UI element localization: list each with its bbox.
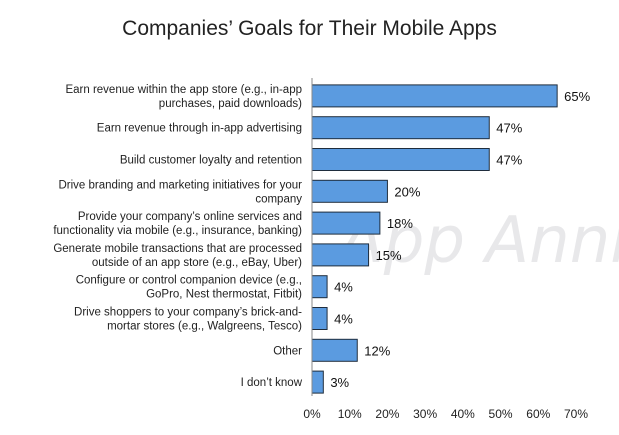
value-label: 47% <box>496 153 522 168</box>
x-tick-label: 20% <box>375 407 399 421</box>
value-label: 18% <box>387 216 413 231</box>
value-label: 20% <box>394 184 420 199</box>
category-label: Earn revenue within the app store (e.g.,… <box>65 84 302 96</box>
category-label: Drive shoppers to your company’s brick-a… <box>74 307 302 319</box>
category-label: GoPro, Nest thermostat, Fitbit) <box>146 289 302 301</box>
value-label: 15% <box>376 248 402 263</box>
x-tick-label: 40% <box>451 407 475 421</box>
bar <box>311 211 381 235</box>
bar <box>311 243 370 267</box>
x-tick-label: 0% <box>303 407 321 421</box>
bar <box>311 275 328 299</box>
chart-title: Companies’ Goals for Their Mobile Apps <box>122 17 497 40</box>
x-tick-label: 10% <box>338 407 362 421</box>
category-label: company <box>255 193 302 205</box>
category-label: purchases, paid downloads) <box>159 98 302 110</box>
value-label: 65% <box>564 89 590 104</box>
x-tick-label: 60% <box>526 407 550 421</box>
value-label: 3% <box>330 375 349 390</box>
category-label: Build customer loyalty and retention <box>120 155 302 167</box>
watermark-text: App Annie <box>336 204 619 278</box>
bar <box>311 84 558 108</box>
bar <box>311 116 490 140</box>
x-tick-label: 70% <box>564 407 588 421</box>
category-label: mortar stores (e.g., Walgreens, Tesco) <box>107 321 302 333</box>
category-label: Provide your company’s online services a… <box>78 211 302 223</box>
category-label: Configure or control companion device (e… <box>76 275 302 287</box>
value-label: 4% <box>334 312 353 327</box>
category-label: functionality via mobile (e.g., insuranc… <box>53 225 302 237</box>
x-tick-label: 30% <box>413 407 437 421</box>
labels-group: 65% Earn revenue within the app store (e.… <box>53 84 590 390</box>
category-label: I don’t know <box>241 377 303 389</box>
x-tick-label: 50% <box>489 407 513 421</box>
category-label: Earn revenue through in-app advertising <box>97 123 302 135</box>
category-label: Drive branding and marketing initiatives… <box>58 179 302 191</box>
bar <box>311 338 358 362</box>
bar <box>311 307 328 330</box>
value-label: 4% <box>334 280 353 295</box>
value-label: 12% <box>364 343 390 358</box>
bar <box>311 179 388 203</box>
category-label: Other <box>273 345 302 357</box>
x-axis-ticks: 0% 10% 20% 30% 40% 50% 60% 70% <box>303 407 588 421</box>
value-label: 47% <box>496 121 522 136</box>
bar <box>311 148 490 171</box>
bar <box>311 370 324 394</box>
category-label: Generate mobile transactions that are pr… <box>53 243 302 255</box>
category-label: outside of an app store (e.g., eBay, Ube… <box>92 257 302 269</box>
